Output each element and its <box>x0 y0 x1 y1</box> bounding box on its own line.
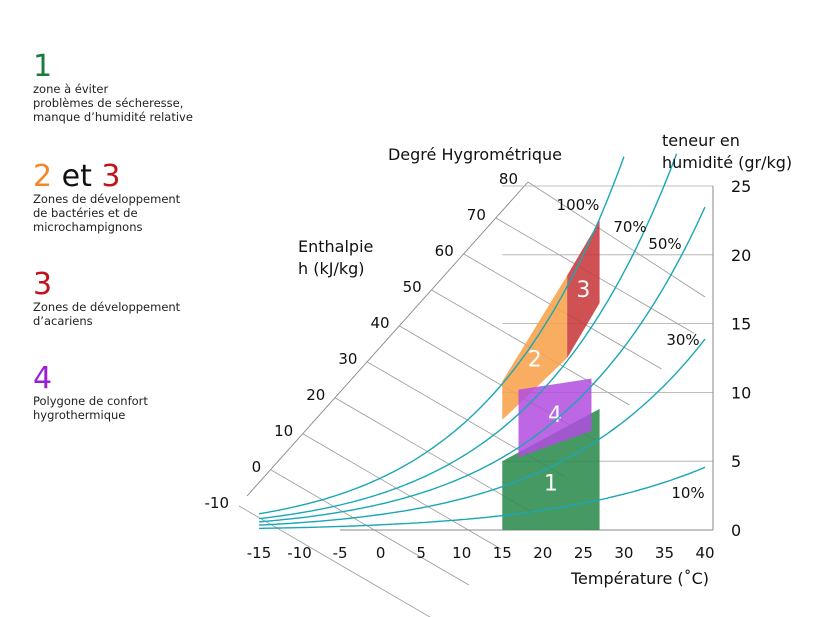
rh-label-70: 70% <box>613 218 646 236</box>
legend-desc-3: Zones de développement d’acariens <box>33 300 181 328</box>
legend-number-1: 1 <box>33 49 53 84</box>
zone-1 <box>502 408 600 530</box>
enthalpy-line <box>527 181 706 298</box>
chart-title: Degré Hygrométrique <box>388 145 562 164</box>
enthalpy-tick-label: 0 <box>252 458 262 476</box>
legend-desc-2-3: Zones de développement de bactéries et d… <box>33 192 181 234</box>
legend-number-2-3: 2 et 3 <box>33 162 233 192</box>
x-tick-label: 20 <box>533 544 552 562</box>
x-tick-label: 10 <box>452 544 471 562</box>
zone-3 <box>567 220 600 358</box>
legend-number-3a: 3 <box>101 159 121 194</box>
enthalpy-tick-label: 20 <box>306 386 325 404</box>
chart-labels: -1001020304050607080100%70%50%30%10%-15-… <box>205 131 793 588</box>
y-tick-label: 10 <box>731 383 751 402</box>
zone-label-3: 3 <box>576 278 590 303</box>
zones: 1 2 3 4 <box>502 220 600 530</box>
enthalpy-line <box>335 397 534 514</box>
rh-label-10: 10% <box>671 484 704 502</box>
enthalpy-tick-label: 40 <box>370 314 389 332</box>
x-tick-label: 40 <box>695 544 714 562</box>
zone-4 <box>518 378 592 458</box>
humidity-curves <box>258 153 706 530</box>
grid <box>340 185 714 531</box>
legend-desc-4: Polygone de confort hygrothermique <box>33 394 148 422</box>
rh-curve-100 <box>258 156 625 515</box>
enthalpy-axis-label: Enthalpie <box>298 237 373 256</box>
y-axis-label: teneur en <box>662 131 740 150</box>
enthalpy-tick-label: 70 <box>467 206 486 224</box>
y-tick-label: 5 <box>731 452 741 471</box>
legend-item-3: 3 Zones de développement d’acariens <box>33 267 233 329</box>
enthalpy-tick-label: 30 <box>338 350 357 368</box>
rh-curve-70 <box>258 153 678 520</box>
rh-curve-50 <box>258 206 706 523</box>
enthalpy-tick-label: 50 <box>403 278 422 296</box>
enthalpy-line <box>270 469 470 586</box>
y-tick-label: 0 <box>731 521 741 540</box>
x-tick-label: -10 <box>287 544 312 562</box>
y-tick-label: 20 <box>731 246 751 265</box>
enthalpy-tick-label: 60 <box>435 242 454 260</box>
legend-desc-1: zone à éviter problèmes de sécheresse, m… <box>33 82 193 124</box>
legend-item-4: 4 Polygone de confort hygrothermique <box>33 361 233 423</box>
x-tick-label: -15 <box>247 544 272 562</box>
zone-2 <box>502 275 568 420</box>
x-tick-label: 5 <box>416 544 426 562</box>
enthalpy-axis-label: h (kJ/kg) <box>298 259 365 278</box>
x-tick-label: 0 <box>376 544 386 562</box>
zone-label-1: 1 <box>544 472 558 497</box>
x-tick-label: -5 <box>333 544 348 562</box>
enthalpy-line <box>238 505 431 617</box>
legend-item-1: 1 zone à éviter problèmes de sécheresse,… <box>33 49 233 125</box>
x-tick-label: 15 <box>493 544 512 562</box>
enthalpy-tick-label: 80 <box>499 170 518 188</box>
legend-et: et <box>52 159 102 194</box>
x-tick-label: 35 <box>655 544 674 562</box>
legend-number-4: 4 <box>33 361 53 396</box>
y-tick-label: 25 <box>731 177 751 196</box>
y-axis-label: humidité (gr/kg) <box>662 153 792 172</box>
rh-label-50: 50% <box>648 235 681 253</box>
legend-number-3: 3 <box>33 267 53 302</box>
rh-label-100: 100% <box>557 196 600 214</box>
zone-label-4: 4 <box>548 403 562 428</box>
x-tick-label: 25 <box>574 544 593 562</box>
enthalpy-tick-label: -10 <box>205 494 230 512</box>
x-axis-label: Température (˚C) <box>570 569 709 588</box>
rh-curve-10 <box>258 466 706 530</box>
rh-label-30: 30% <box>666 331 699 349</box>
legend-number-2: 2 <box>33 159 53 194</box>
x-tick-label: 30 <box>614 544 633 562</box>
rh-curve-30 <box>258 338 706 526</box>
legend-item-2-3: 2 et 3 Zones de développement de bactéri… <box>33 162 233 235</box>
legend: 1 zone à éviter problèmes de sécheresse,… <box>33 49 233 423</box>
zone-label-2: 2 <box>528 348 542 373</box>
enthalpy-axis <box>246 181 529 497</box>
enthalpy-tick-label: 10 <box>274 422 293 440</box>
y-tick-label: 15 <box>731 315 751 334</box>
